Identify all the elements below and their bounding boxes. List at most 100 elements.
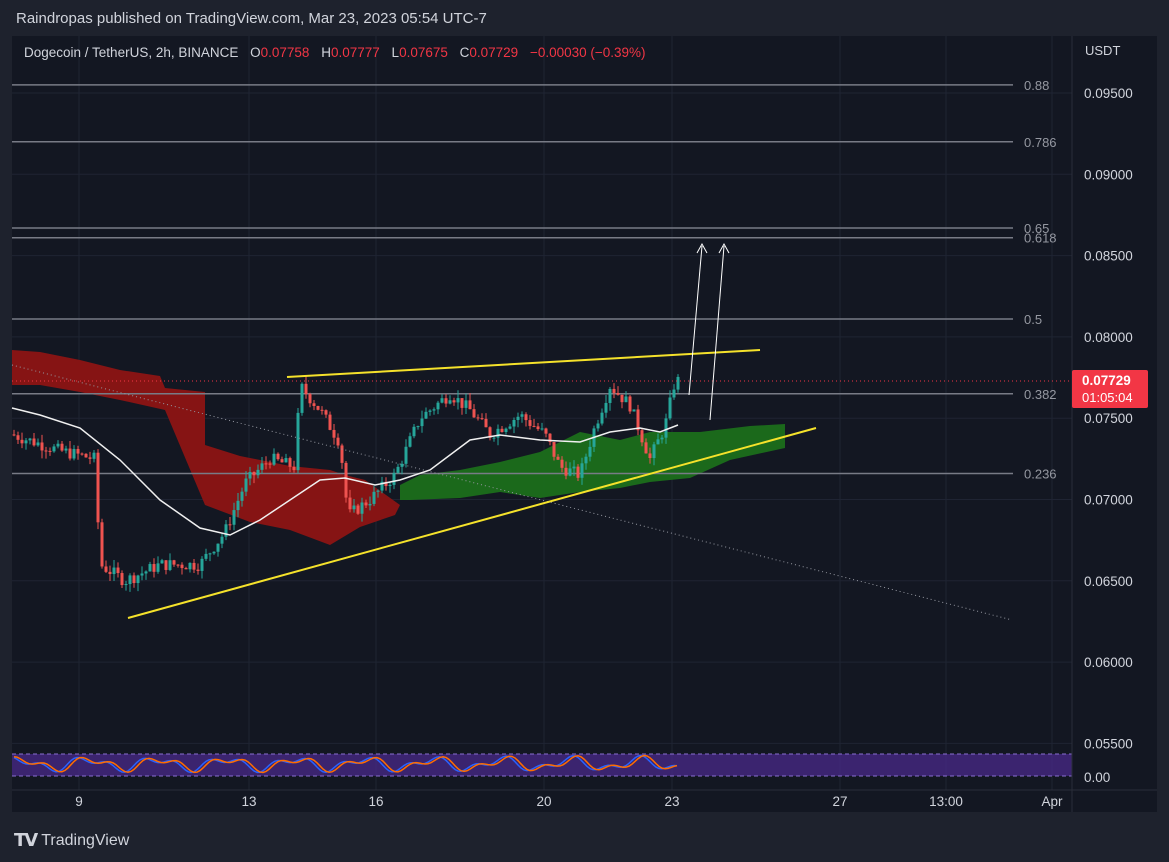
candle	[448, 395, 452, 405]
price-tick-label: 0.00	[1084, 770, 1110, 785]
candle-body	[200, 558, 204, 571]
candle-body	[532, 425, 536, 427]
candle-body	[276, 453, 280, 460]
candle	[588, 440, 592, 462]
candle	[596, 419, 600, 432]
candle	[464, 393, 468, 415]
dotted-trend-line	[11, 364, 1013, 621]
candle	[192, 559, 196, 573]
candle-body	[468, 400, 472, 410]
candle	[12, 429, 16, 437]
candle	[204, 548, 208, 562]
price-tick-label: 0.08500	[1084, 249, 1133, 264]
candle	[420, 410, 424, 433]
candle-body	[472, 409, 476, 418]
tradingview-logo[interactable]: 𝗧𝗩 TradingView	[14, 830, 129, 851]
candle	[144, 570, 148, 580]
candle	[308, 392, 312, 408]
symbol-name[interactable]: Dogecoin / TetherUS, 2h, BINANCE	[24, 45, 239, 60]
symbol-legend: Dogecoin / TetherUS, 2h, BINANCE O0.0775…	[24, 45, 646, 60]
candle-body	[140, 573, 144, 576]
candle-body	[256, 469, 260, 476]
candle-body	[268, 463, 272, 465]
candle-body	[432, 409, 436, 411]
candle-body	[92, 452, 96, 459]
candle	[396, 463, 400, 474]
candle	[104, 560, 108, 573]
candle	[100, 518, 104, 569]
candle-body	[488, 427, 492, 438]
candle	[92, 450, 96, 463]
arrow-head-icon	[696, 242, 708, 254]
candle	[580, 457, 584, 485]
candle-body	[640, 430, 644, 443]
candle-body	[360, 502, 364, 514]
candle	[440, 394, 444, 404]
candle	[136, 574, 140, 592]
candle-body	[612, 388, 616, 393]
candle-body	[160, 560, 164, 564]
candle-body	[224, 524, 228, 537]
bear-cloud	[12, 350, 400, 545]
candle	[36, 438, 40, 447]
candle	[460, 398, 464, 415]
candle	[560, 456, 564, 473]
candle-body	[616, 392, 620, 395]
candle-body	[336, 437, 340, 446]
candle	[120, 570, 124, 588]
candle	[676, 374, 680, 393]
candle	[480, 413, 484, 421]
candle-body	[40, 442, 44, 451]
candle-body	[676, 376, 680, 390]
candle	[112, 560, 116, 582]
candle-body	[584, 456, 588, 464]
candle-body	[504, 428, 508, 432]
candle-body	[428, 410, 432, 412]
candle-body	[364, 502, 368, 506]
fib-label: 0.236	[1024, 466, 1057, 481]
candle-body	[308, 394, 312, 404]
candle	[280, 456, 284, 463]
candle-body	[464, 400, 468, 408]
time-tick-label: 20	[536, 794, 551, 809]
high-label: H	[321, 45, 331, 60]
price-tick-label: 0.06500	[1084, 574, 1133, 589]
candle-body	[648, 453, 652, 459]
candle-body	[572, 466, 576, 469]
candle	[644, 438, 648, 454]
candle-body	[668, 397, 672, 419]
price-tick-label: 0.07500	[1084, 411, 1133, 426]
candle	[400, 460, 404, 475]
candle	[24, 438, 28, 450]
candle-body	[604, 402, 608, 413]
candle	[96, 449, 100, 530]
candle-body	[400, 463, 404, 467]
candle	[504, 427, 508, 435]
candle	[500, 425, 504, 433]
candle-body	[396, 466, 400, 473]
candle	[520, 411, 524, 423]
candle-body	[380, 481, 384, 491]
candle	[672, 384, 676, 400]
footer	[0, 812, 1169, 862]
candle	[328, 411, 332, 431]
candle-body	[28, 438, 32, 441]
currency-label[interactable]: USDT	[1085, 43, 1121, 58]
candle	[552, 441, 556, 461]
candle	[632, 409, 636, 412]
candle	[528, 415, 532, 430]
candle-body	[20, 439, 24, 444]
candle-body	[480, 418, 484, 420]
candle-body	[152, 564, 156, 572]
brand-name: TradingView	[41, 831, 130, 849]
candle-body	[32, 438, 36, 446]
candle	[648, 447, 652, 464]
candle-body	[284, 458, 288, 463]
candle-body	[440, 398, 444, 403]
time-tick-label: 13:00	[929, 794, 963, 809]
candle-body	[232, 510, 236, 525]
candle-body	[392, 472, 396, 485]
candle-body	[456, 398, 460, 403]
candle-body	[656, 439, 660, 445]
